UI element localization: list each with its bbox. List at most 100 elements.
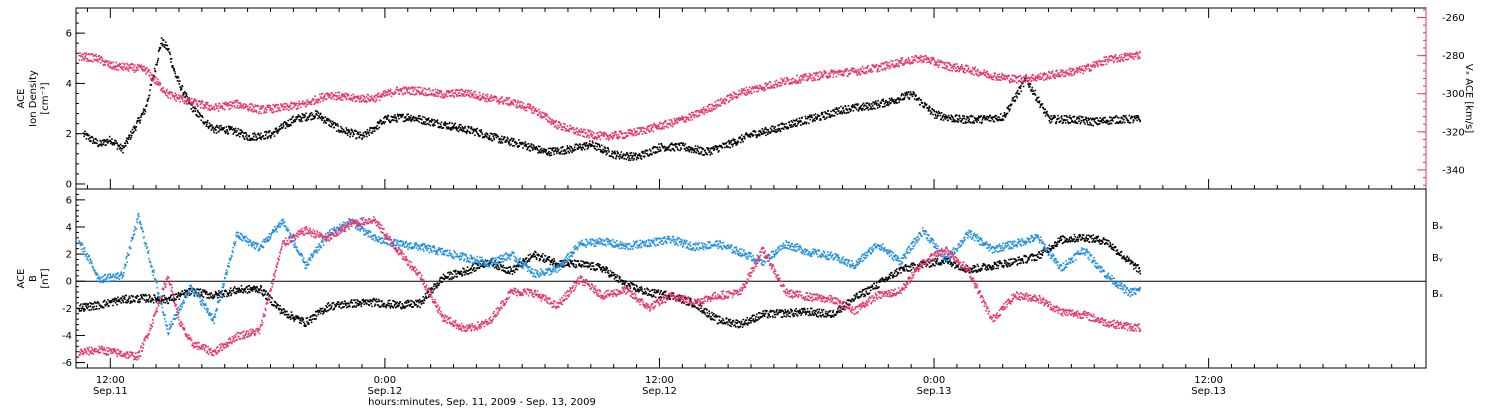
density-point [700, 152, 702, 155]
vx-point [432, 89, 435, 92]
vx-point [159, 84, 161, 86]
density-point [681, 144, 684, 146]
vx-point [580, 128, 583, 131]
vx-point [454, 89, 457, 92]
vx-point [661, 126, 664, 128]
density-point [923, 106, 925, 109]
density-point [933, 110, 936, 113]
density-point [536, 148, 539, 151]
density-point [319, 116, 321, 119]
density-point [890, 102, 892, 104]
density-point [692, 151, 695, 154]
density-point [494, 134, 496, 137]
vx-point [1116, 60, 1118, 63]
density-point [168, 48, 170, 50]
vx-point [563, 126, 565, 129]
vx-point [247, 109, 250, 112]
density-point [195, 108, 197, 110]
vx-point [913, 56, 915, 59]
vx-point [1006, 77, 1009, 80]
vx-point [418, 93, 421, 96]
density-point [1077, 117, 1080, 120]
density-point [701, 148, 704, 151]
density-point [700, 151, 703, 153]
density-point [325, 119, 328, 121]
density-point [210, 129, 213, 131]
vx-point [149, 72, 152, 74]
vx-point [411, 93, 413, 96]
vx-point [249, 109, 252, 111]
density-point [253, 132, 256, 134]
vx-point [205, 107, 208, 109]
vx-point [251, 108, 254, 110]
vx-point [273, 104, 276, 107]
density-point [314, 115, 316, 117]
density-point [428, 123, 430, 126]
density-point [770, 128, 773, 131]
density-point [123, 146, 126, 148]
bx-point [122, 301, 125, 304]
vx-point [99, 57, 101, 59]
density-point [654, 152, 656, 154]
vx-point [138, 65, 140, 67]
density-point [492, 137, 495, 139]
density-point [560, 147, 562, 149]
density-point [733, 139, 735, 142]
density-point [640, 158, 643, 160]
vx-point [945, 62, 947, 64]
density-point [751, 133, 753, 135]
density-point [712, 146, 715, 148]
density-point [622, 153, 625, 155]
density-point [801, 123, 804, 125]
vx-point [606, 135, 609, 138]
density-point [420, 122, 423, 124]
vx-point [993, 75, 995, 77]
vx-point [949, 69, 952, 72]
vx-point [451, 94, 454, 97]
density-point [224, 130, 226, 133]
vx-point [445, 93, 447, 95]
density-point [394, 114, 396, 116]
density-point [1107, 123, 1110, 125]
density-point [530, 145, 532, 148]
vx-point [508, 103, 511, 106]
density-point [870, 108, 872, 110]
density-point [457, 127, 459, 129]
density-point [787, 127, 790, 129]
vx-point [449, 91, 452, 93]
density-point [551, 149, 554, 152]
density-point [688, 146, 691, 148]
vx-point [597, 131, 599, 134]
vx-point [242, 104, 245, 106]
density-point [850, 108, 852, 111]
vx-point [174, 95, 177, 97]
vx-point [313, 103, 316, 106]
density-point [829, 114, 831, 117]
density-point [130, 136, 133, 139]
vx-point [664, 121, 667, 123]
bx-point [134, 300, 136, 303]
vx-point [353, 96, 355, 98]
density-point [495, 136, 498, 139]
density-point [138, 120, 141, 123]
vx-point [315, 98, 318, 101]
density-point [998, 116, 1000, 118]
density-point [715, 145, 718, 148]
density-point [710, 151, 712, 154]
density-point [589, 140, 591, 143]
vx-point [948, 69, 950, 71]
density-point [251, 138, 253, 141]
vx-point [413, 88, 416, 91]
density-point [281, 126, 284, 129]
density-point [604, 149, 606, 151]
density-point [675, 145, 677, 148]
vx-point [338, 94, 340, 97]
vx-point [918, 60, 921, 63]
density-point [534, 147, 536, 150]
vx-point [342, 95, 344, 98]
vx-point [542, 112, 545, 114]
vx-point [974, 70, 977, 72]
density-point [179, 89, 182, 91]
vx-point [528, 105, 531, 108]
bx-point [162, 301, 165, 304]
